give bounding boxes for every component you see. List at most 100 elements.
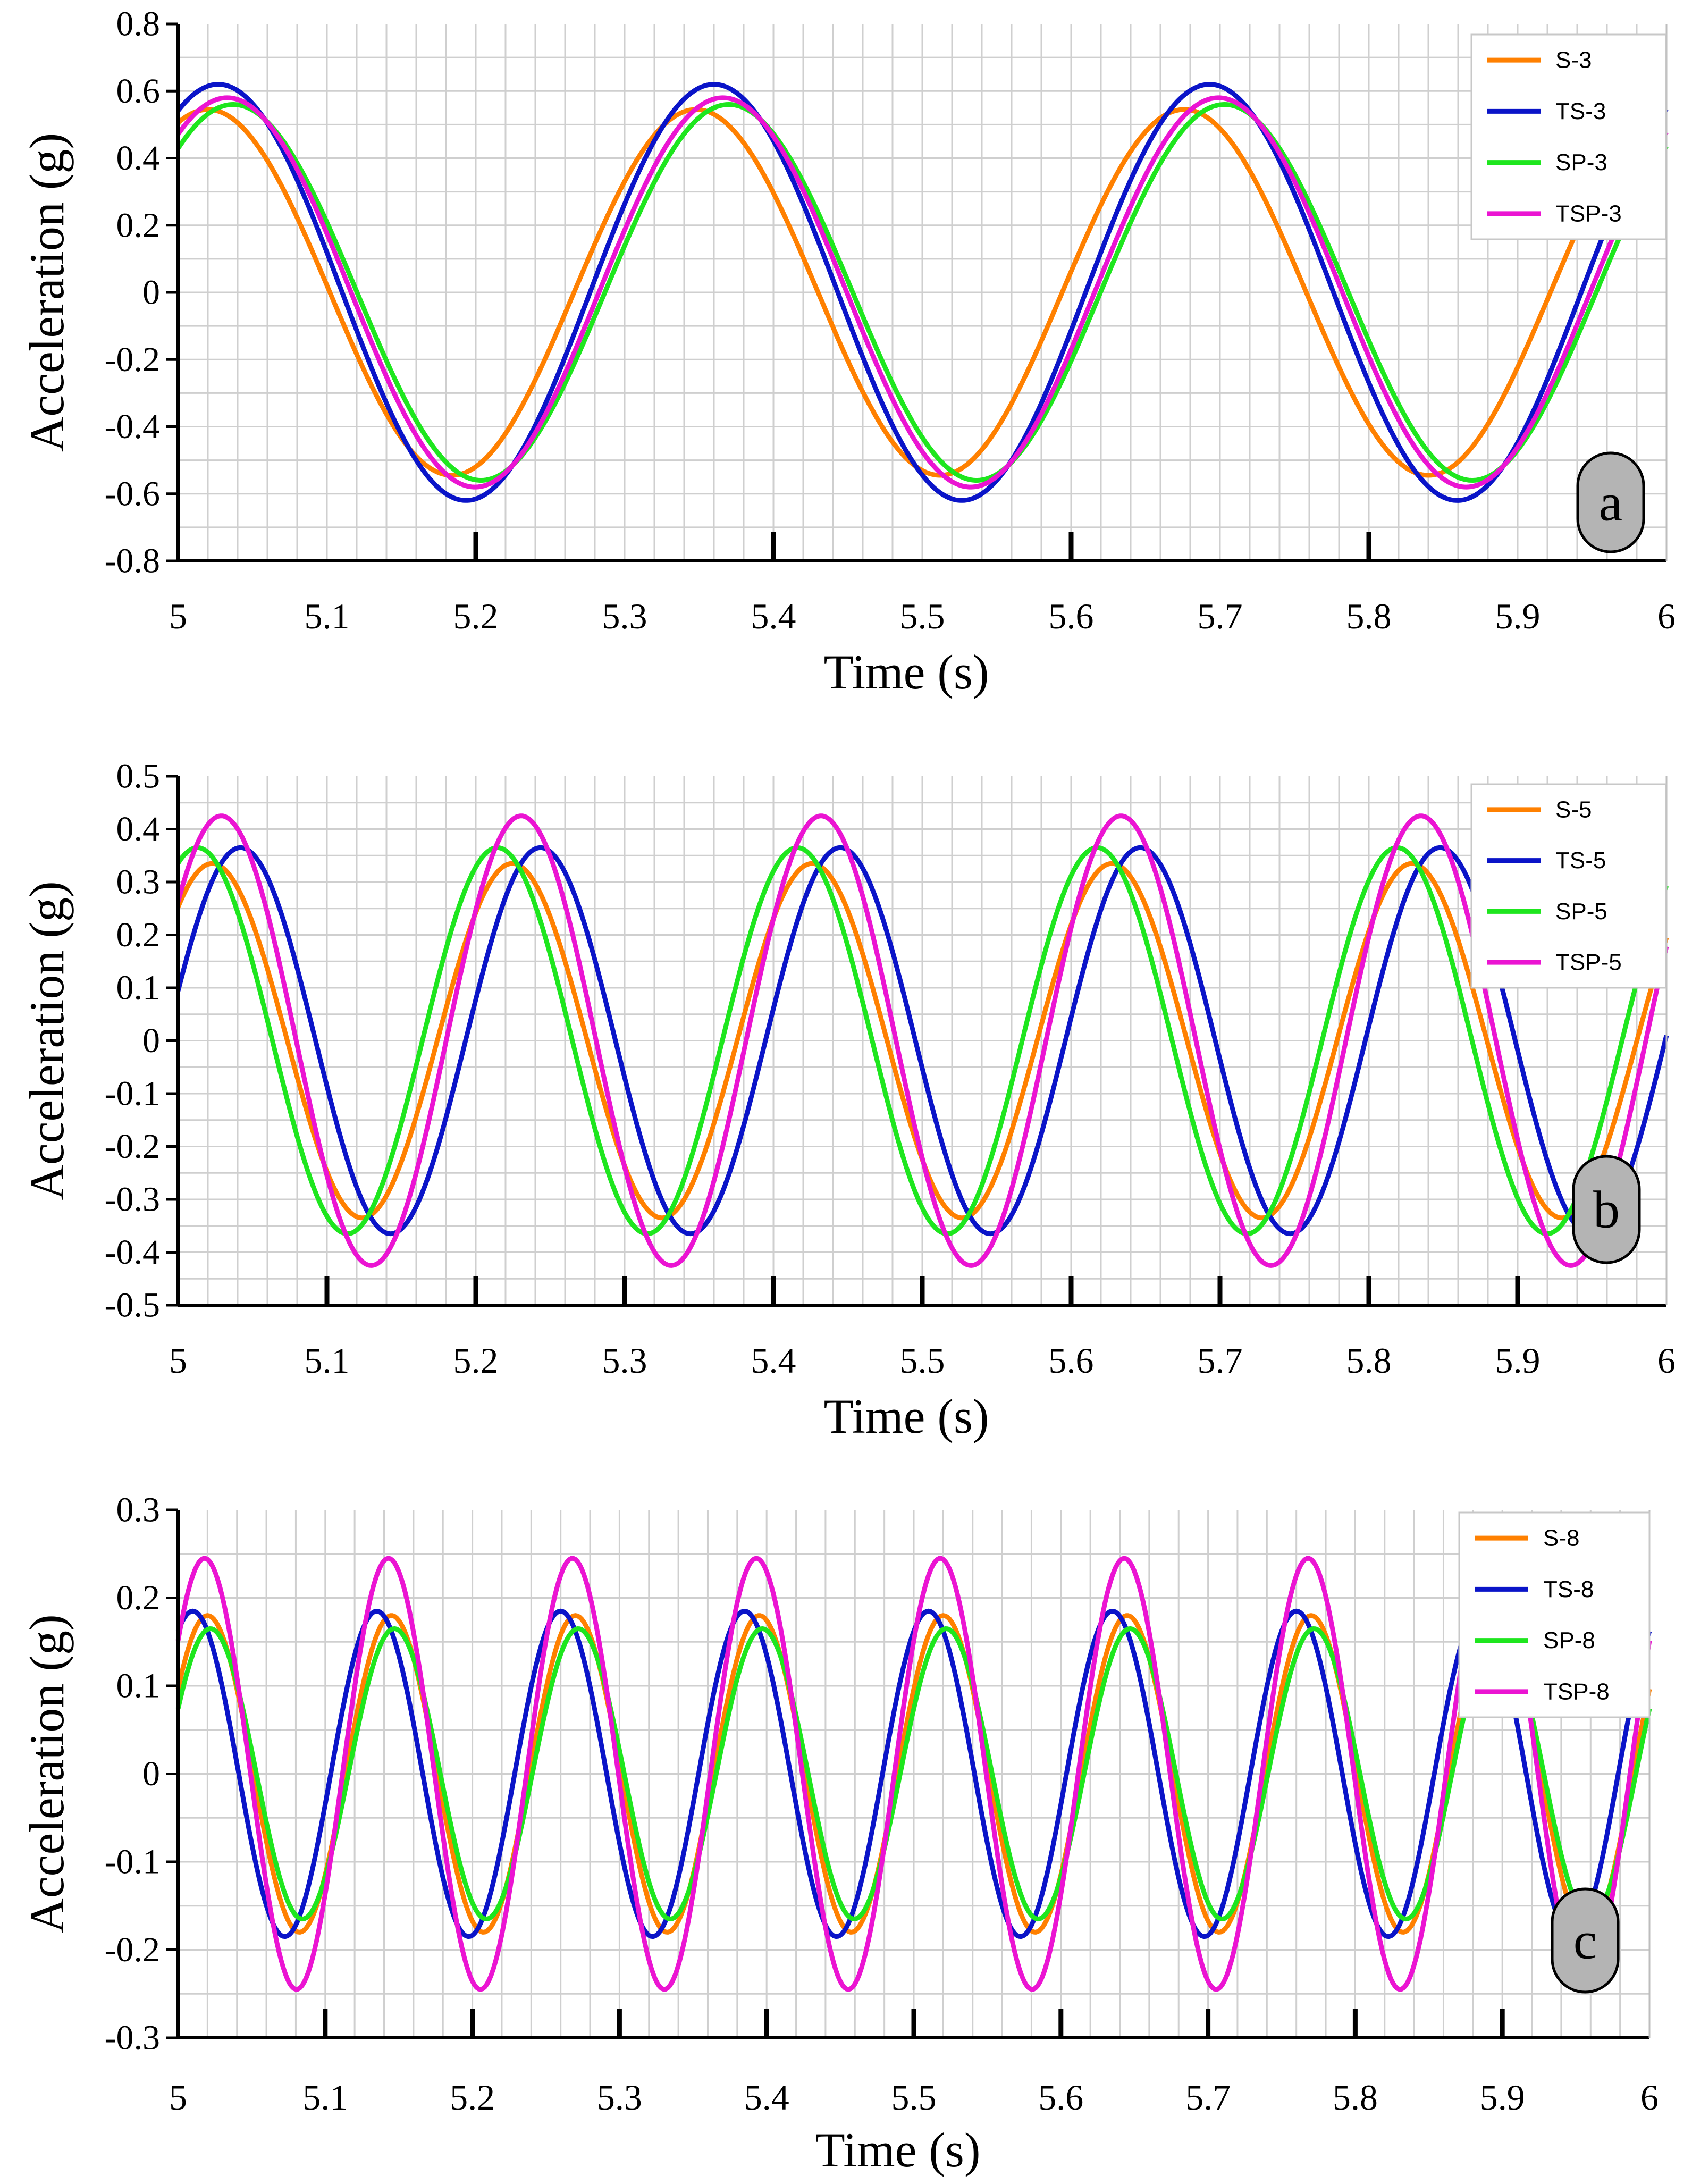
x-tick-label: 5.4 [751,596,796,636]
x-tick-label: 5.4 [744,2077,789,2118]
y-tick-label: -0.3 [105,1180,160,1219]
y-tick-label: 0 [142,273,160,312]
x-tick-label: 5.6 [1049,596,1094,636]
x-tick-label: 5.7 [1198,596,1243,636]
x-tick-label: 5.2 [453,596,499,636]
x-tick-label: 5.9 [1495,596,1541,636]
y-tick-label: 0.3 [116,863,161,902]
y-tick-label: -0.4 [105,407,160,446]
x-tick-label: 5.5 [900,1340,945,1381]
x-tick-label: 5.3 [602,1340,647,1381]
legend: S-5 TS-5 SP-5 TSP-5 [1470,783,1667,989]
legend-label-SP-3: SP-3 [1555,149,1607,175]
chart-panel-c: -0.3 -0.2 -0.1 0 0.1 0.2 0.3 5 5.1 5.2 5.3 5.4 5.5 5.… [20,1491,1659,2178]
legend-label-SP-8: SP-8 [1543,1627,1595,1653]
legend-box [1458,1511,1651,1718]
series-line-TSP-3 [176,95,1669,490]
x-axis-title: Time (s) [824,1389,989,1443]
y-tick-label: -0.3 [105,2019,160,2057]
panel-badge: a [1576,451,1645,553]
y-axis-title: Acceleration (g) [20,1614,74,1933]
panel-badge-shape [1576,451,1645,553]
x-tick-label: 5 [169,596,187,636]
x-tick-label: 5.9 [1480,2077,1525,2118]
legend-label-SP-5: SP-5 [1555,898,1607,925]
x-tick-label: 5.7 [1185,2077,1231,2118]
panel-badge: c [1551,1887,1620,1994]
grid [178,1510,1649,2038]
series-line-SP-3 [176,102,1669,483]
legend-label-TSP-5: TSP-5 [1555,950,1622,976]
x-tick-label: 5 [169,2077,187,2118]
chart-panel-a: -0.8 -0.6 -0.4 -0.2 0 0.2 0.4 0.6 0.8 5 5.1 5.2 5.3 5… [20,5,1676,700]
x-tick-label: 6 [1657,596,1676,636]
legend: S-3 TS-3 SP-3 TSP-3 [1470,33,1667,240]
panel-badge: b [1572,1155,1641,1264]
x-tick-label: 5.2 [450,2077,495,2118]
y-tick-label: 0.4 [116,810,161,849]
y-tick-label: 0.8 [116,5,161,44]
series-group [176,82,1669,503]
y-tick-label: -0.2 [105,1127,160,1166]
x-tick-label: 5.3 [597,2077,642,2118]
x-tick-label: 5.6 [1049,1340,1094,1381]
legend-label-TS-5: TS-5 [1555,847,1606,873]
x-tick-label: 5.4 [751,1340,796,1381]
x-tick-label: 5.3 [602,596,647,636]
y-axis-title: Acceleration (g) [20,881,74,1200]
panel-badge-shape [1551,1887,1620,1994]
y-tick-label: 0.1 [116,1667,161,1706]
x-tick-label: 5.1 [305,1340,350,1381]
x-axis-title: Time (s) [815,2123,981,2177]
y-tick-label: -0.5 [105,1286,160,1325]
y-tick-label: 0.1 [116,969,161,1007]
y-tick-label: 0.2 [116,915,161,954]
y-tick-label: -0.1 [105,1074,160,1113]
y-tick-label: -0.2 [105,340,160,379]
series-group [175,813,1669,1268]
x-tick-label: 5.8 [1346,596,1392,636]
y-axis-title: Acceleration (g) [20,133,74,452]
y-tick-label: 0.2 [116,1578,161,1617]
series-line-TSP-5 [175,813,1669,1268]
y-tick-label: -0.4 [105,1233,160,1272]
legend-label-S-8: S-8 [1543,1525,1579,1551]
legend: S-8 TS-8 SP-8 TSP-8 [1458,1511,1651,1718]
x-tick-label: 5.1 [302,2077,348,2118]
x-tick-label: 5.5 [891,2077,937,2118]
series-line-SP-5 [176,845,1669,1237]
legend-box [1470,783,1667,989]
x-tick-label: 5.7 [1198,1340,1243,1381]
x-tick-label: 5.6 [1038,2077,1083,2118]
legend-label-TS-8: TS-8 [1543,1576,1594,1602]
y-tick-label: -0.8 [105,542,160,581]
y-tick-label: 0.2 [116,206,161,245]
chart-panel-b: -0.5 -0.4 -0.3 -0.2 -0.1 0 0.1 0.2 0.3 0.4 0.5 5 5.1… [20,757,1676,1444]
legend-box [1470,33,1667,240]
x-tick-label: 5.8 [1346,1340,1392,1381]
legend-label-TS-3: TS-3 [1555,98,1606,124]
y-tick-label: -0.1 [105,1843,160,1881]
x-tick-label: 5 [169,1340,187,1381]
x-axis-title: Time (s) [824,645,989,699]
y-tick-label: -0.6 [105,474,160,513]
panel-label: c [1573,1911,1597,1970]
x-tick-label: 5.1 [305,596,350,636]
y-tick-label: 0.5 [116,757,161,796]
x-tick-label: 5.9 [1495,1340,1541,1381]
panel-label: a [1599,473,1622,532]
x-tick-label: 5.8 [1333,2077,1378,2118]
x-tick-label: 5.5 [900,596,945,636]
legend-label-TSP-8: TSP-8 [1543,1678,1610,1704]
panel-badge-shape [1572,1155,1641,1264]
y-tick-label: 0.6 [116,72,161,111]
x-tick-label: 5.2 [453,1340,499,1381]
series-line-TSP-8 [175,1556,1652,1992]
y-tick-label: 0.4 [116,139,161,178]
legend-label-S-5: S-5 [1555,796,1592,822]
series-group [175,1556,1652,1992]
series-line-TS-3 [176,82,1669,503]
panel-label: b [1593,1180,1620,1239]
y-tick-label: 0 [142,1021,160,1060]
